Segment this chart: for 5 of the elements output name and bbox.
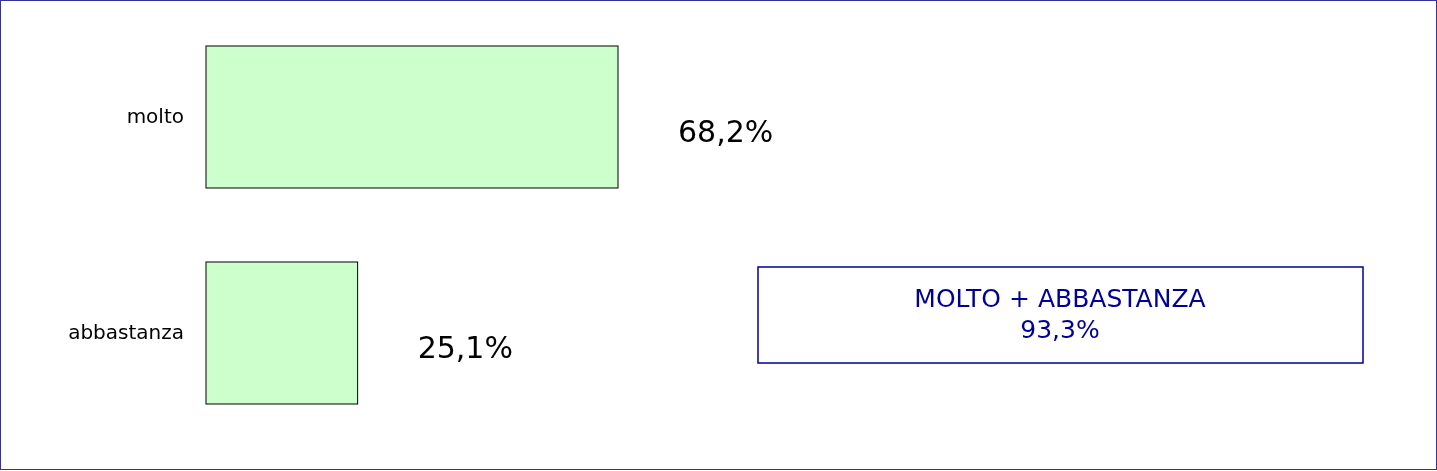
- y-tick-label: abbastanza: [68, 319, 184, 344]
- data-label: 25,1%: [417, 329, 513, 365]
- text: MOLTO + ABBASTANZA 93,3%: [914, 284, 1206, 344]
- data-label: 68,2%: [678, 113, 774, 149]
- y-tick-label: molto: [126, 103, 184, 128]
